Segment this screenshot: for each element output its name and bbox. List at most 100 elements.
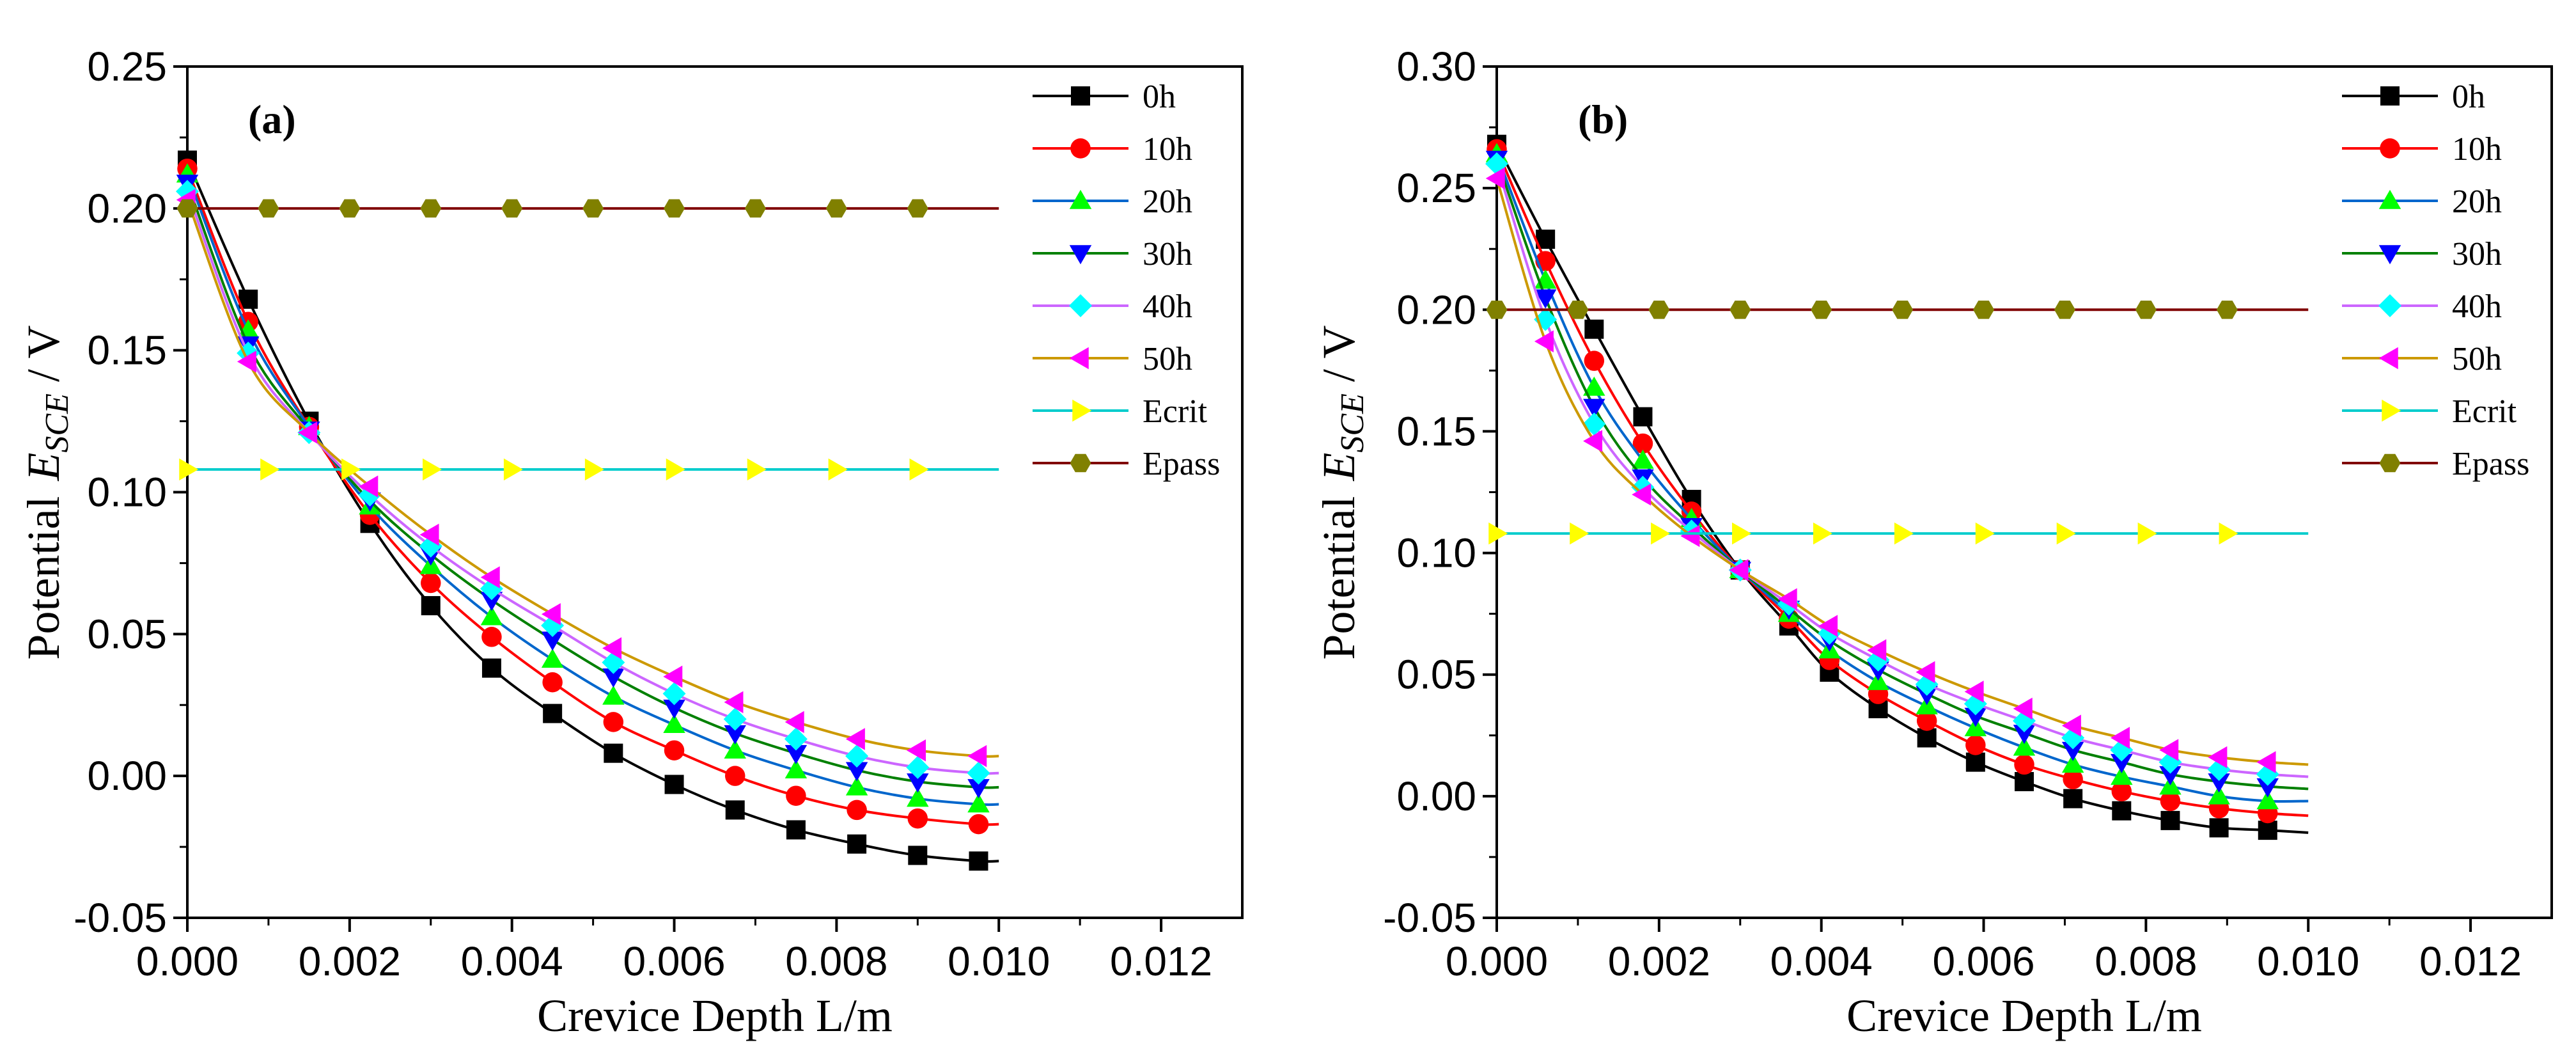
tick-marks-b	[1483, 65, 2472, 932]
series-line-50h	[186, 199, 999, 758]
data-point-10h	[1632, 433, 1653, 454]
data-point-0h	[543, 704, 563, 723]
tick-labels-a: 0.000 0.002 0.004 0.006 0.008 0.010 0.012 -0.05…	[74, 43, 1212, 984]
data-point-50h	[845, 728, 865, 750]
data-point-ecrit	[260, 458, 280, 481]
series-10h-b	[1487, 139, 2309, 824]
x-tick-label: 0.010	[2257, 938, 2359, 984]
data-point-10h	[481, 627, 502, 647]
legend-label: 40h	[2452, 288, 2502, 325]
data-point-10h	[542, 672, 563, 693]
data-point-0h	[908, 846, 928, 865]
series-line-20h	[186, 173, 999, 807]
data-point-10h	[603, 712, 624, 732]
data-point-30h	[2208, 773, 2230, 793]
legend-item-epass: Epass	[2342, 446, 2529, 482]
data-point-10h	[786, 785, 806, 806]
series-epass-b	[1486, 300, 2309, 319]
data-point-0h	[2209, 818, 2229, 838]
data-point-epass	[1973, 300, 1995, 319]
data-point-40h	[723, 707, 747, 731]
legend-item-30h: 30h	[2342, 236, 2502, 272]
data-point-ecrit	[423, 458, 442, 481]
data-point-epass	[2216, 300, 2238, 319]
data-point-epass	[1811, 300, 1832, 319]
data-point-20h	[967, 793, 990, 813]
panel-label-b: (b)	[1578, 97, 1628, 142]
data-point-50h	[298, 421, 318, 444]
legend-label: 0h	[1143, 79, 1176, 115]
x-tick-label: 0.002	[1608, 938, 1710, 984]
data-point-30h	[785, 744, 808, 764]
data-point-20h	[663, 714, 685, 734]
legend-item-10h: 10h	[2342, 131, 2502, 168]
series-layer-a	[176, 150, 999, 871]
legend-label: 30h	[1143, 236, 1192, 272]
legend-label: Ecrit	[2452, 393, 2517, 430]
data-point-10h	[2014, 754, 2034, 775]
y-tick-label: 0.20	[1396, 287, 1476, 333]
data-point-10h	[907, 808, 928, 829]
data-point-20h	[724, 739, 746, 759]
data-point-epass	[664, 199, 685, 218]
legend-label: 30h	[2452, 236, 2502, 272]
series-ecrit-b	[1488, 522, 2309, 545]
data-point-0h	[2258, 821, 2277, 840]
y-tick-label: 0.05	[1396, 652, 1476, 698]
legend-label: Ecrit	[1143, 393, 1208, 430]
data-point-50h	[2159, 739, 2179, 761]
data-point-0h	[2015, 772, 2034, 792]
data-point-50h	[1964, 681, 1984, 703]
legend-item-ecrit: Ecrit	[2342, 393, 2517, 430]
data-point-50h	[541, 603, 561, 626]
data-point-10h	[1916, 711, 1937, 731]
legend-marker	[2382, 399, 2401, 422]
data-point-30h	[663, 699, 685, 719]
legend-label: 20h	[1143, 184, 1192, 220]
x-tick-label: 0.006	[623, 938, 725, 984]
series-ecrit-a	[179, 458, 999, 481]
data-point-epass	[339, 199, 361, 218]
data-point-50h	[1632, 484, 1651, 506]
data-point-ecrit	[1813, 522, 1832, 545]
legend-item-0h: 0h	[1033, 79, 1176, 115]
data-point-10h	[2111, 781, 2132, 802]
data-point-50h	[237, 350, 256, 373]
data-point-20h	[907, 787, 929, 807]
data-point-0h	[2063, 789, 2083, 808]
data-point-40h	[906, 755, 930, 779]
legend-item-20h: 20h	[2342, 184, 2502, 220]
data-point-10h	[724, 766, 745, 786]
legend-item-30h: 30h	[1033, 236, 1192, 272]
data-point-epass	[501, 199, 523, 218]
legend-label: 50h	[2452, 341, 2502, 377]
data-point-epass	[258, 199, 279, 218]
data-point-0h	[1584, 319, 1604, 339]
data-point-0h	[481, 658, 501, 678]
data-point-50h	[602, 637, 622, 659]
legend-item-ecrit: Ecrit	[1033, 393, 1208, 430]
data-point-40h	[602, 650, 625, 674]
y-tick-label: -0.05	[74, 895, 167, 941]
data-point-50h	[2061, 714, 2081, 737]
data-point-0h	[847, 834, 867, 854]
data-point-20h	[602, 685, 625, 705]
legend-marker	[1071, 86, 1090, 106]
legend-a: 0h 10h 20h 30h 40h 50h Ecrit Epass	[1033, 79, 1220, 482]
x-tick-label: 0.004	[461, 938, 563, 984]
data-point-40h	[967, 761, 990, 785]
data-point-ecrit	[1894, 522, 1914, 545]
series-line-20h	[1495, 154, 2309, 803]
series-50h-a	[176, 189, 999, 768]
y-tick-label: 0.30	[1396, 43, 1476, 90]
legend-marker	[2378, 245, 2401, 265]
legend-marker	[1069, 245, 1092, 265]
data-point-10h	[847, 799, 867, 821]
data-point-ecrit	[747, 458, 767, 481]
x-tick-label: 0.004	[1770, 938, 1873, 984]
data-point-ecrit	[2137, 522, 2157, 545]
data-point-50h	[1818, 615, 1838, 637]
data-point-epass	[825, 199, 847, 218]
data-point-0h	[786, 820, 806, 840]
